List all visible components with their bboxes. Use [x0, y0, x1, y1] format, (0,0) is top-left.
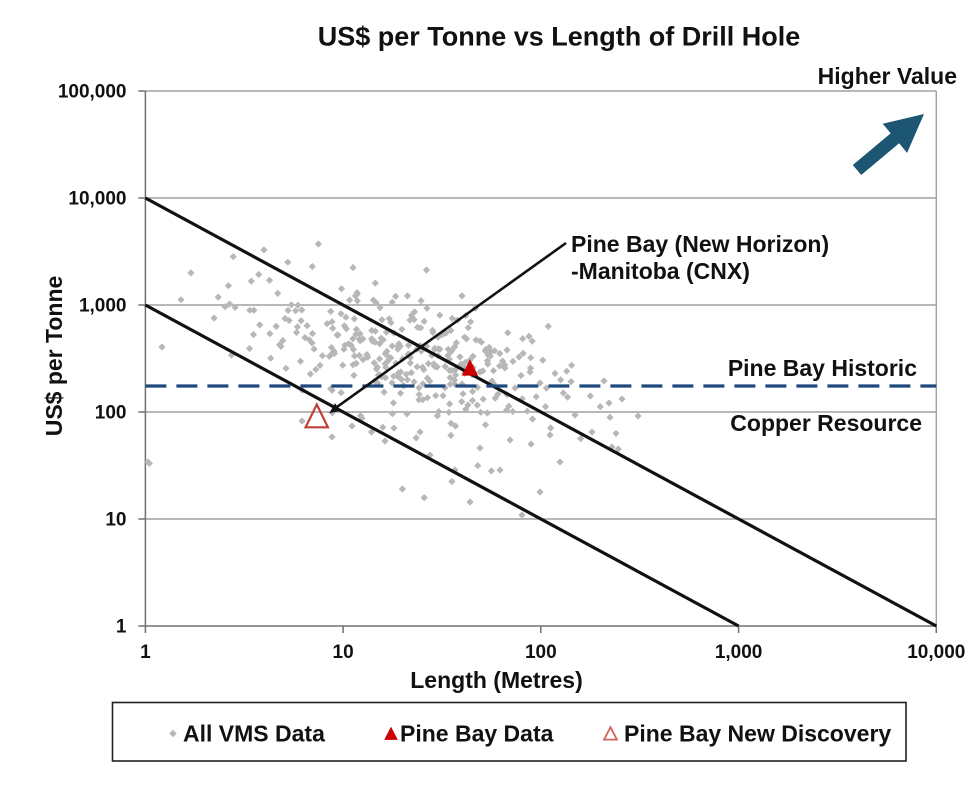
svg-text:10: 10 [333, 642, 354, 663]
svg-text:10: 10 [105, 510, 126, 531]
svg-text:Pine Bay New Discovery: Pine Bay New Discovery [624, 721, 891, 747]
svg-text:10,000: 10,000 [68, 189, 126, 210]
svg-text:Pine Bay (New Horizon): Pine Bay (New Horizon) [571, 231, 829, 257]
svg-text:100,000: 100,000 [58, 82, 127, 103]
svg-text:1,000: 1,000 [79, 296, 127, 317]
svg-text:Copper Resource: Copper Resource [730, 410, 922, 436]
svg-text:1,000: 1,000 [715, 642, 763, 663]
svg-text:Length (Metres): Length (Metres) [410, 667, 583, 693]
svg-text:All VMS Data: All VMS Data [183, 721, 325, 747]
svg-text:100: 100 [525, 642, 557, 663]
svg-text:100: 100 [95, 403, 127, 424]
svg-text:Higher Value: Higher Value [818, 63, 957, 89]
svg-text:US$ per Tonne vs Length of Dri: US$ per Tonne vs Length of Drill Hole [318, 22, 801, 52]
svg-text:US$ per Tonne: US$ per Tonne [41, 276, 67, 437]
svg-text:10,000: 10,000 [907, 642, 965, 663]
svg-text:1: 1 [116, 617, 127, 638]
svg-text:1: 1 [140, 642, 151, 663]
svg-text:Pine Bay Data: Pine Bay Data [400, 721, 554, 747]
svg-text:-Manitoba (CNX): -Manitoba (CNX) [571, 258, 750, 284]
svg-text:Pine Bay Historic: Pine Bay Historic [728, 355, 917, 381]
